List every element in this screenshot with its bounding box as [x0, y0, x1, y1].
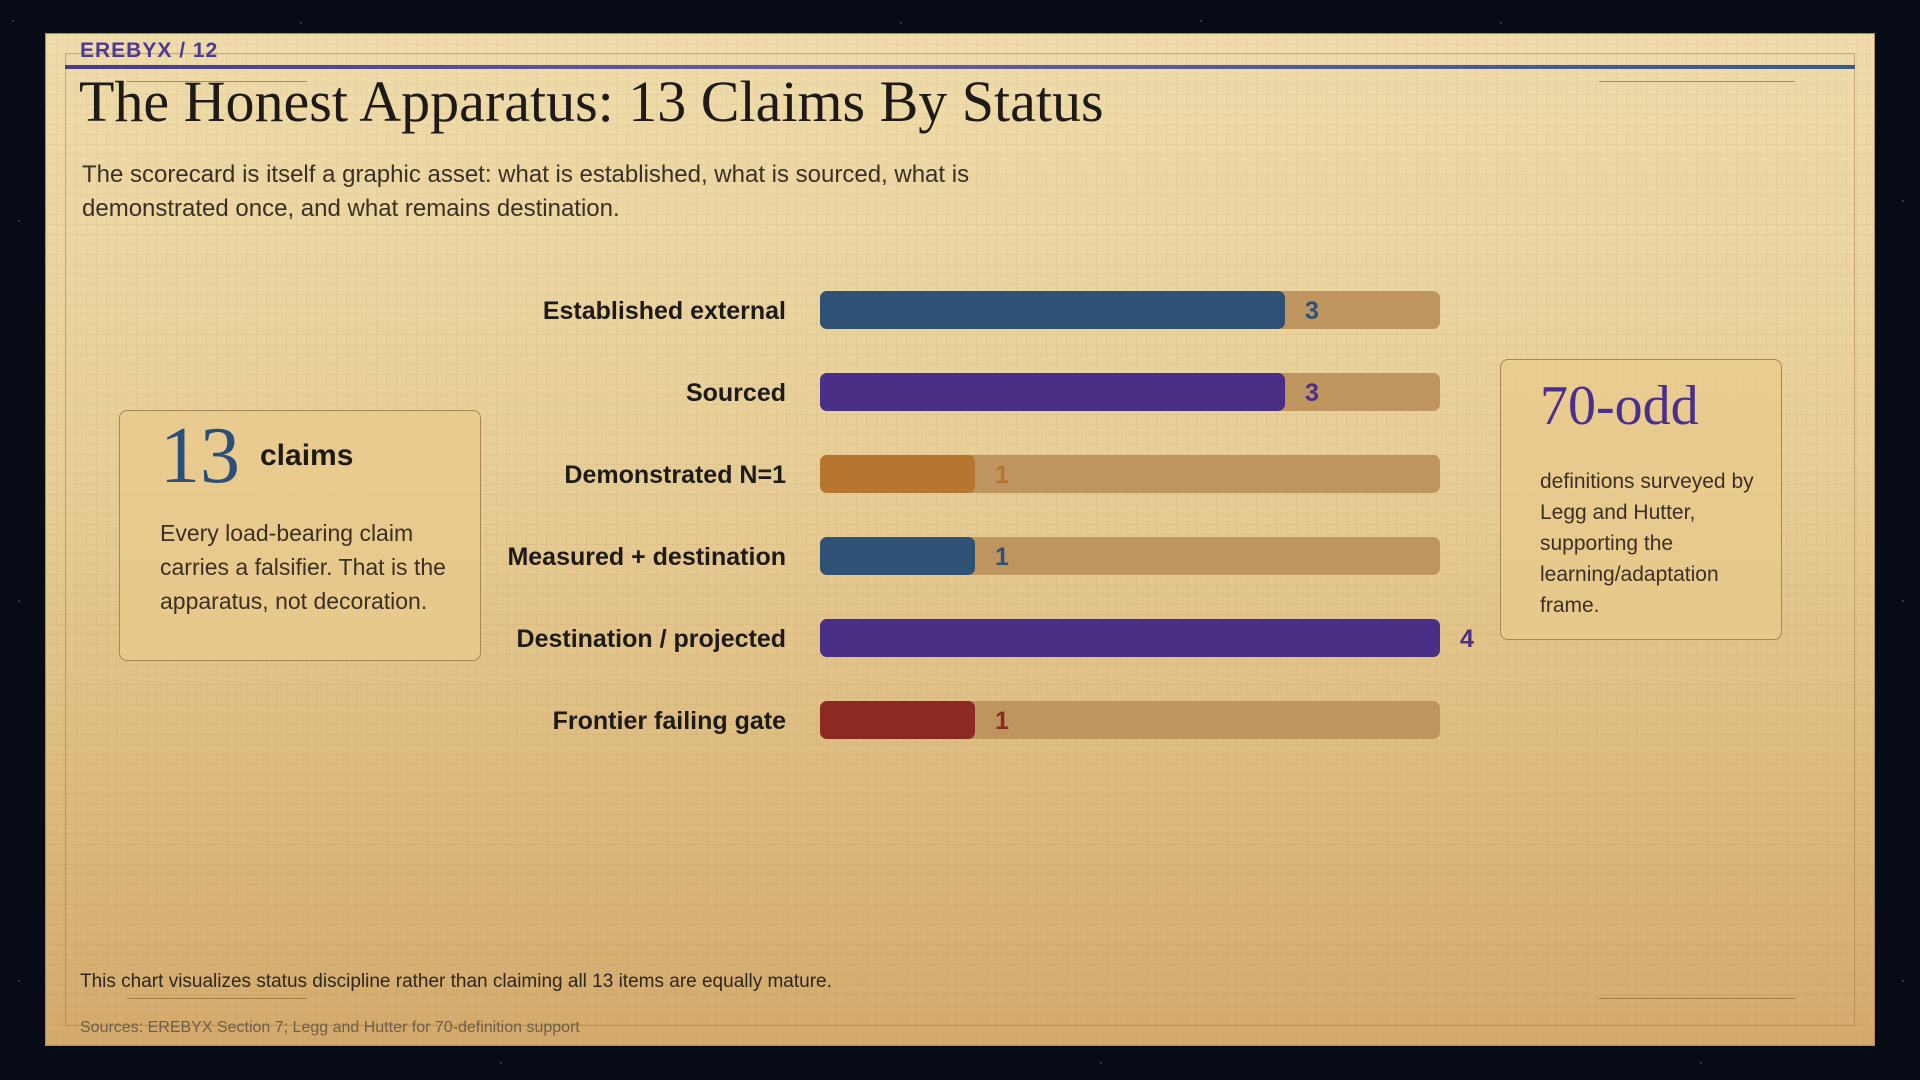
star — [1700, 1062, 1702, 1064]
source-note: Sources: EREBYX Section 7; Legg and Hutt… — [80, 1019, 580, 1036]
star — [1200, 20, 1202, 22]
value-label: 3 — [1305, 379, 1319, 407]
deco-line-bottom-right — [1599, 998, 1795, 999]
star — [1902, 600, 1904, 602]
star — [1902, 200, 1904, 202]
star — [18, 220, 20, 222]
star — [1100, 1062, 1102, 1064]
star — [1500, 22, 1502, 24]
claims-total-description: Every load-bearing claim carries a falsi… — [160, 520, 446, 614]
definitions-card: 70-odd definitions surveyed by Legg and … — [1500, 359, 1782, 640]
definitions-description: definitions surveyed by Legg and Hutter,… — [1540, 470, 1754, 617]
category-label: Destination / projected — [517, 625, 786, 653]
deco-line-bottom-left — [127, 998, 307, 999]
value-label: 1 — [995, 543, 1009, 571]
bar — [820, 701, 975, 739]
section-kicker: EREBYX / 12 — [80, 39, 219, 62]
star — [300, 22, 302, 24]
bar — [820, 373, 1285, 411]
claims-total-number: 13 — [160, 412, 240, 500]
category-label: Sourced — [686, 379, 786, 407]
category-label: Established external — [543, 297, 786, 325]
value-label: 3 — [1305, 297, 1319, 325]
slide: EREBYX / 12 The Honest Apparatus: 13 Cla… — [46, 34, 1874, 1045]
star — [900, 22, 902, 24]
claims-total-card: 13 claims Every load-bearing claim carri… — [119, 410, 481, 661]
star — [500, 1062, 502, 1064]
star — [18, 600, 20, 602]
bar — [820, 619, 1440, 657]
star — [18, 980, 20, 982]
bar — [820, 537, 975, 575]
value-label: 1 — [995, 707, 1009, 735]
star — [1902, 980, 1904, 982]
chart-footnote: This chart visualizes status discipline … — [80, 971, 832, 992]
bar — [820, 455, 975, 493]
star — [12, 20, 14, 22]
value-label: 1 — [995, 461, 1009, 489]
value-label: 4 — [1460, 625, 1474, 653]
slide-title: The Honest Apparatus: 13 Claims By Statu… — [79, 69, 1104, 134]
top-rule — [65, 65, 1855, 69]
category-label: Demonstrated N=1 — [564, 461, 786, 489]
slide-subtitle: The scorecard is itself a graphic asset:… — [82, 161, 970, 222]
bar — [820, 291, 1285, 329]
claims-total-unit: claims — [260, 439, 354, 472]
deco-line-top-left — [127, 81, 307, 82]
category-label: Frontier failing gate — [553, 707, 786, 735]
category-label: Measured + destination — [507, 543, 786, 571]
definitions-number: 70-odd — [1540, 375, 1699, 437]
deco-line-top-right — [1599, 81, 1795, 82]
status-bar-chart: Established external 3 Sourced 3 Demonstrate… — [507, 291, 1474, 739]
